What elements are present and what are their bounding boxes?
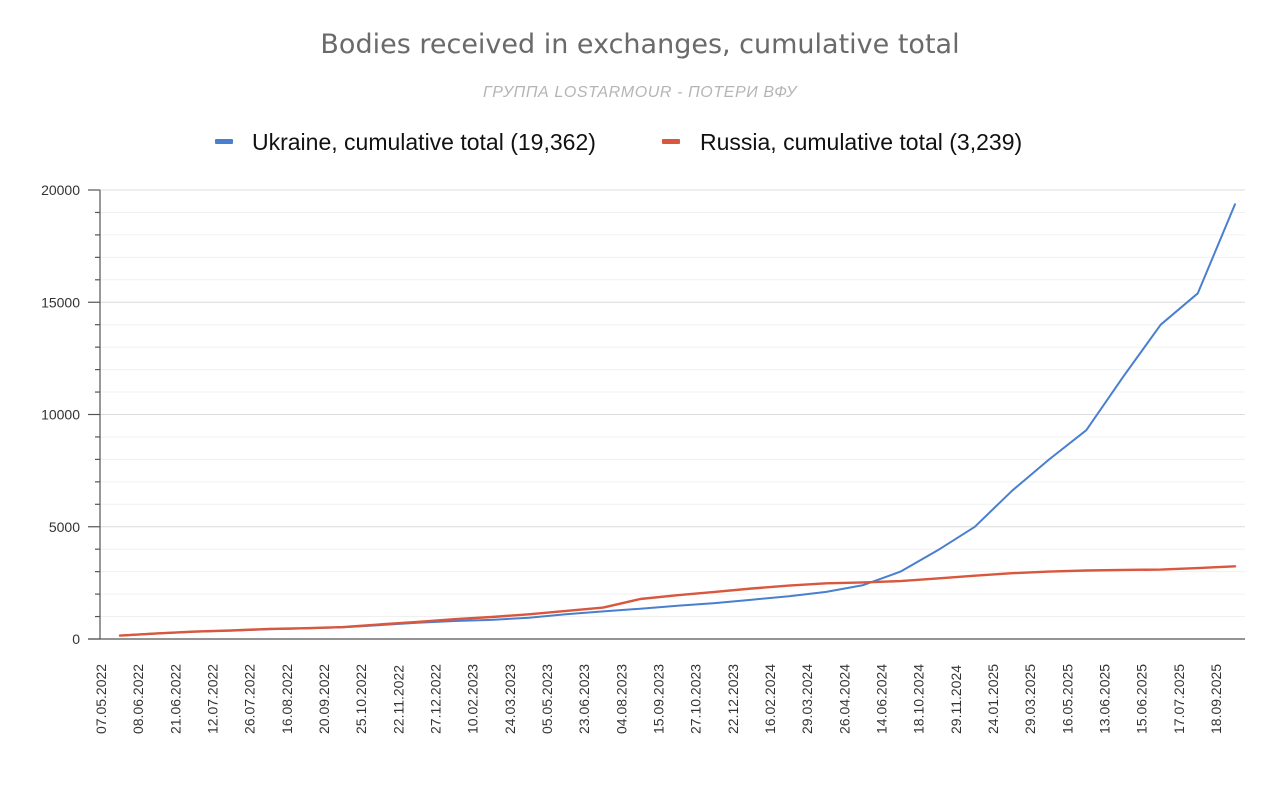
axes	[88, 189, 1245, 640]
legend: Ukraine, cumulative total (19,362) Russi…	[215, 129, 1022, 155]
x-tick-label: 08.06.2022	[130, 664, 146, 734]
x-tick-label: 16.08.2022	[279, 664, 295, 734]
x-tick-label: 10.02.2023	[465, 664, 481, 734]
x-tick-label: 22.11.2022	[390, 665, 406, 734]
x-tick-labels: 07.05.2022 08.06.2022 21.06.2022 12.07.2022…	[93, 664, 1224, 734]
x-tick-label: 16.02.2024	[762, 664, 778, 734]
chart-subtitle: ГРУППА LOSTARMOUR - ПОТЕРИ ВФУ	[483, 84, 798, 101]
x-tick-label: 04.08.2023	[613, 664, 629, 734]
x-tick-label: 18.09.2025	[1208, 664, 1224, 734]
legend-label-russia: Russia, cumulative total (3,239)	[700, 129, 1022, 155]
x-tick-label: 22.12.2023	[725, 664, 741, 734]
x-tick-label: 20.09.2022	[316, 664, 332, 734]
y-tick-label: 0	[72, 631, 80, 647]
x-tick-label: 13.06.2025	[1097, 664, 1113, 734]
y-tick-label: 20000	[41, 182, 80, 198]
x-tick-label: 07.05.2022	[93, 664, 109, 734]
x-tick-label: 15.09.2023	[651, 664, 667, 734]
x-tick-label: 17.07.2025	[1171, 664, 1187, 734]
x-tick-label: 05.05.2023	[539, 664, 555, 734]
x-tick-label: 15.06.2025	[1134, 664, 1150, 734]
x-tick-label: 18.10.2024	[911, 664, 927, 734]
grid	[100, 189, 1245, 618]
x-tick-label: 12.07.2022	[205, 664, 221, 734]
chart-title: Bodies received in exchanges, cumulative…	[320, 29, 959, 60]
x-tick-label: 14.06.2024	[874, 664, 890, 734]
legend-label-ukraine: Ukraine, cumulative total (19,362)	[252, 129, 596, 155]
x-tick-label: 16.05.2025	[1059, 664, 1075, 734]
legend-swatch-ukraine	[215, 139, 233, 144]
x-tick-label: 27.10.2023	[688, 664, 704, 734]
y-tick-label: 5000	[49, 519, 80, 535]
x-tick-label: 27.12.2022	[428, 664, 444, 734]
y-tick-label: 15000	[41, 294, 80, 310]
x-tick-label: 26.04.2024	[836, 664, 852, 734]
x-tick-label: 25.10.2022	[353, 664, 369, 734]
x-tick-label: 24.03.2023	[502, 664, 518, 734]
x-tick-label: 23.06.2023	[576, 664, 592, 734]
y-tick-labels: 0 5000 10000 15000 20000	[41, 182, 80, 647]
y-tick-label: 10000	[41, 407, 80, 423]
x-tick-label: 29.03.2025	[1022, 664, 1038, 734]
x-tick-label: 29.11.2024	[948, 665, 964, 734]
x-tick-label: 24.01.2025	[985, 664, 1001, 734]
x-tick-label: 29.03.2024	[799, 664, 815, 734]
x-tick-label: 21.06.2022	[167, 664, 183, 734]
series-line-russia	[118, 565, 1237, 637]
series-lines	[118, 203, 1237, 637]
legend-swatch-russia	[662, 139, 680, 144]
x-tick-label: 26.07.2022	[242, 664, 258, 734]
